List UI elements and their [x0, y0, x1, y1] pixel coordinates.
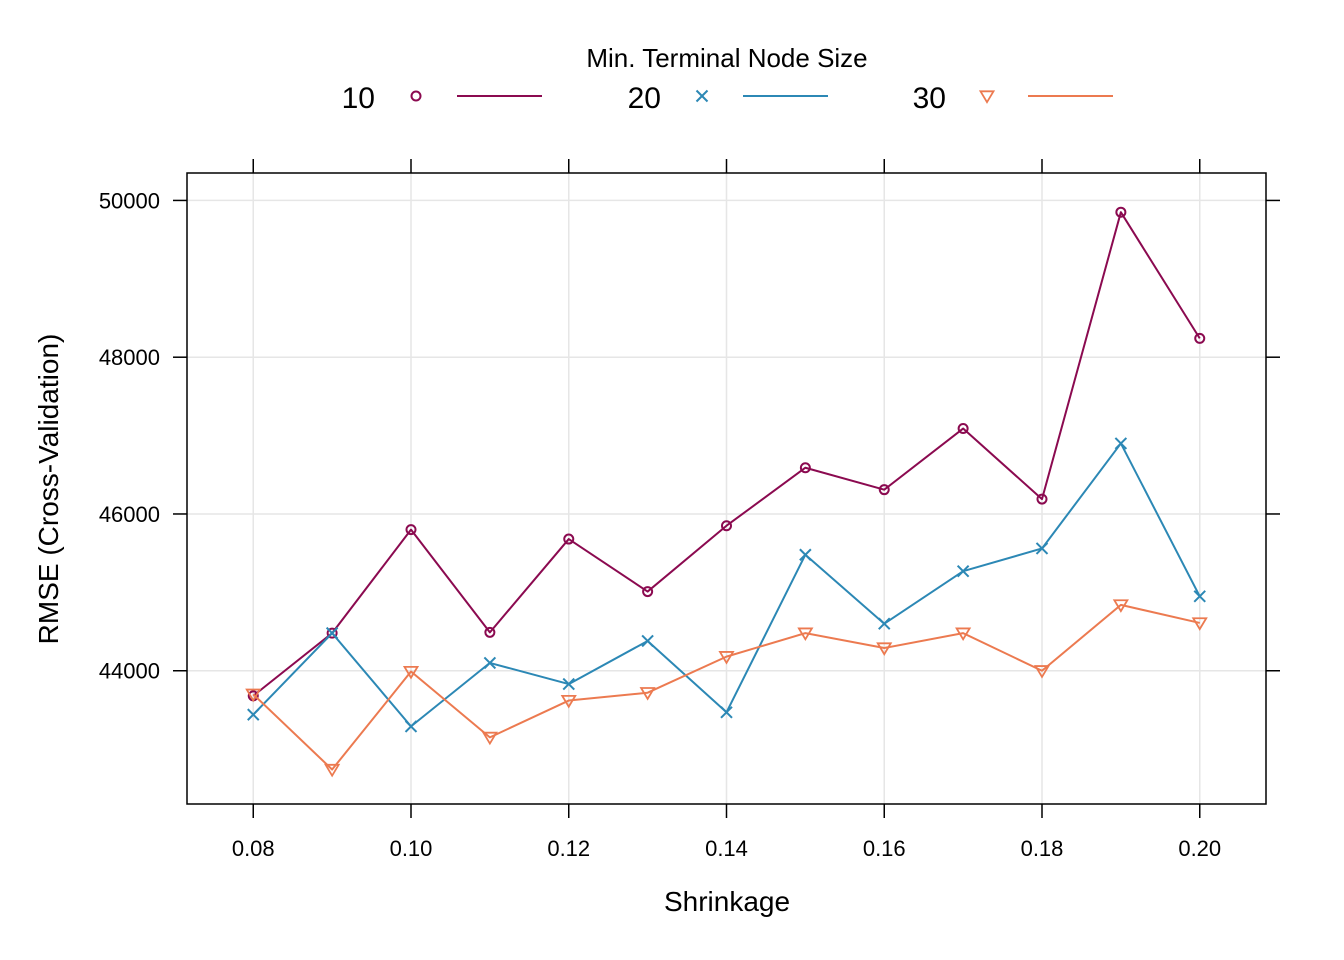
data-point-30-4 — [560, 694, 577, 709]
series-10 — [247, 206, 1206, 702]
data-point-20-0 — [247, 708, 260, 721]
data-point-30-3 — [481, 731, 498, 746]
data-point-20-3 — [483, 656, 497, 670]
x-tick-label: 0.10 — [390, 836, 433, 861]
data-point-30-0 — [245, 688, 262, 703]
data-point-20-5 — [641, 634, 654, 648]
grid — [187, 173, 1266, 804]
data-point-10-3 — [484, 626, 496, 638]
series-layer — [245, 206, 1208, 778]
data-point-10-5 — [642, 586, 654, 598]
data-point-30-1 — [324, 763, 341, 778]
x-tick-label: 0.14 — [705, 836, 748, 861]
data-point-10-10 — [1036, 493, 1048, 505]
data-point-30-8 — [876, 642, 893, 656]
y-tick-label: 50000 — [99, 188, 160, 213]
x-tick-label: 0.12 — [547, 836, 590, 861]
data-point-10-11 — [1115, 206, 1127, 218]
legend-item-20: 20 — [628, 82, 828, 115]
series-line-10 — [252, 211, 1201, 697]
legend-marker-30 — [978, 90, 996, 104]
legend: Min. Terminal Node Size 10 20 30 — [342, 43, 1113, 115]
data-point-20-6 — [720, 706, 733, 719]
legend-title: Min. Terminal Node Size — [586, 43, 867, 73]
data-point-10-1 — [326, 627, 338, 639]
data-point-20-12 — [1193, 590, 1206, 603]
y-tick-label: 44000 — [99, 659, 160, 684]
data-point-10-8 — [878, 484, 890, 496]
legend-label-10: 10 — [342, 82, 375, 115]
x-tick-label: 0.20 — [1178, 836, 1221, 861]
legend-item-10: 10 — [342, 82, 542, 115]
legend-item-30: 30 — [913, 82, 1113, 115]
data-point-10-7 — [799, 462, 811, 474]
data-point-30-7 — [797, 627, 814, 642]
series-line-30 — [252, 603, 1200, 771]
legend-marker-20 — [695, 89, 709, 103]
x-axis-title: Shrinkage — [664, 886, 790, 917]
data-point-10-9 — [957, 423, 969, 435]
data-point-20-10 — [1035, 542, 1049, 555]
data-point-30-11 — [1112, 599, 1129, 613]
data-point-10-4 — [563, 533, 575, 545]
data-point-30-10 — [1033, 665, 1051, 679]
legend-marker-10 — [410, 90, 422, 102]
y-tick-label: 46000 — [99, 502, 160, 527]
series-30 — [245, 599, 1208, 778]
x-tick-label: 0.08 — [232, 836, 275, 861]
data-point-10-2 — [405, 524, 417, 536]
data-point-20-7 — [799, 548, 812, 561]
data-point-30-9 — [955, 627, 972, 642]
data-point-30-6 — [718, 651, 735, 665]
x-tick-label: 0.16 — [863, 836, 906, 861]
data-point-30-2 — [402, 665, 420, 680]
data-point-10-12 — [1194, 332, 1206, 344]
y-tick-label: 48000 — [99, 345, 160, 370]
series-20 — [247, 437, 1206, 733]
data-point-20-2 — [404, 720, 418, 733]
legend-label-20: 20 — [628, 82, 661, 115]
x-tick-label: 0.18 — [1021, 836, 1064, 861]
legend-label-30: 30 — [913, 82, 946, 115]
data-point-30-5 — [639, 687, 656, 701]
data-point-20-11 — [1114, 437, 1128, 450]
data-point-20-1 — [325, 626, 339, 640]
axes: 0.08 0.10 0.12 0.14 0.16 0.18 0.20 44000 46000 48… — [99, 159, 1280, 861]
data-point-20-4 — [562, 677, 575, 691]
data-point-10-6 — [721, 520, 732, 532]
data-point-20-8 — [878, 617, 891, 630]
data-point-20-9 — [956, 564, 970, 578]
data-point-30-12 — [1191, 617, 1208, 631]
y-axis-title: RMSE (Cross-Validation) — [33, 334, 64, 645]
